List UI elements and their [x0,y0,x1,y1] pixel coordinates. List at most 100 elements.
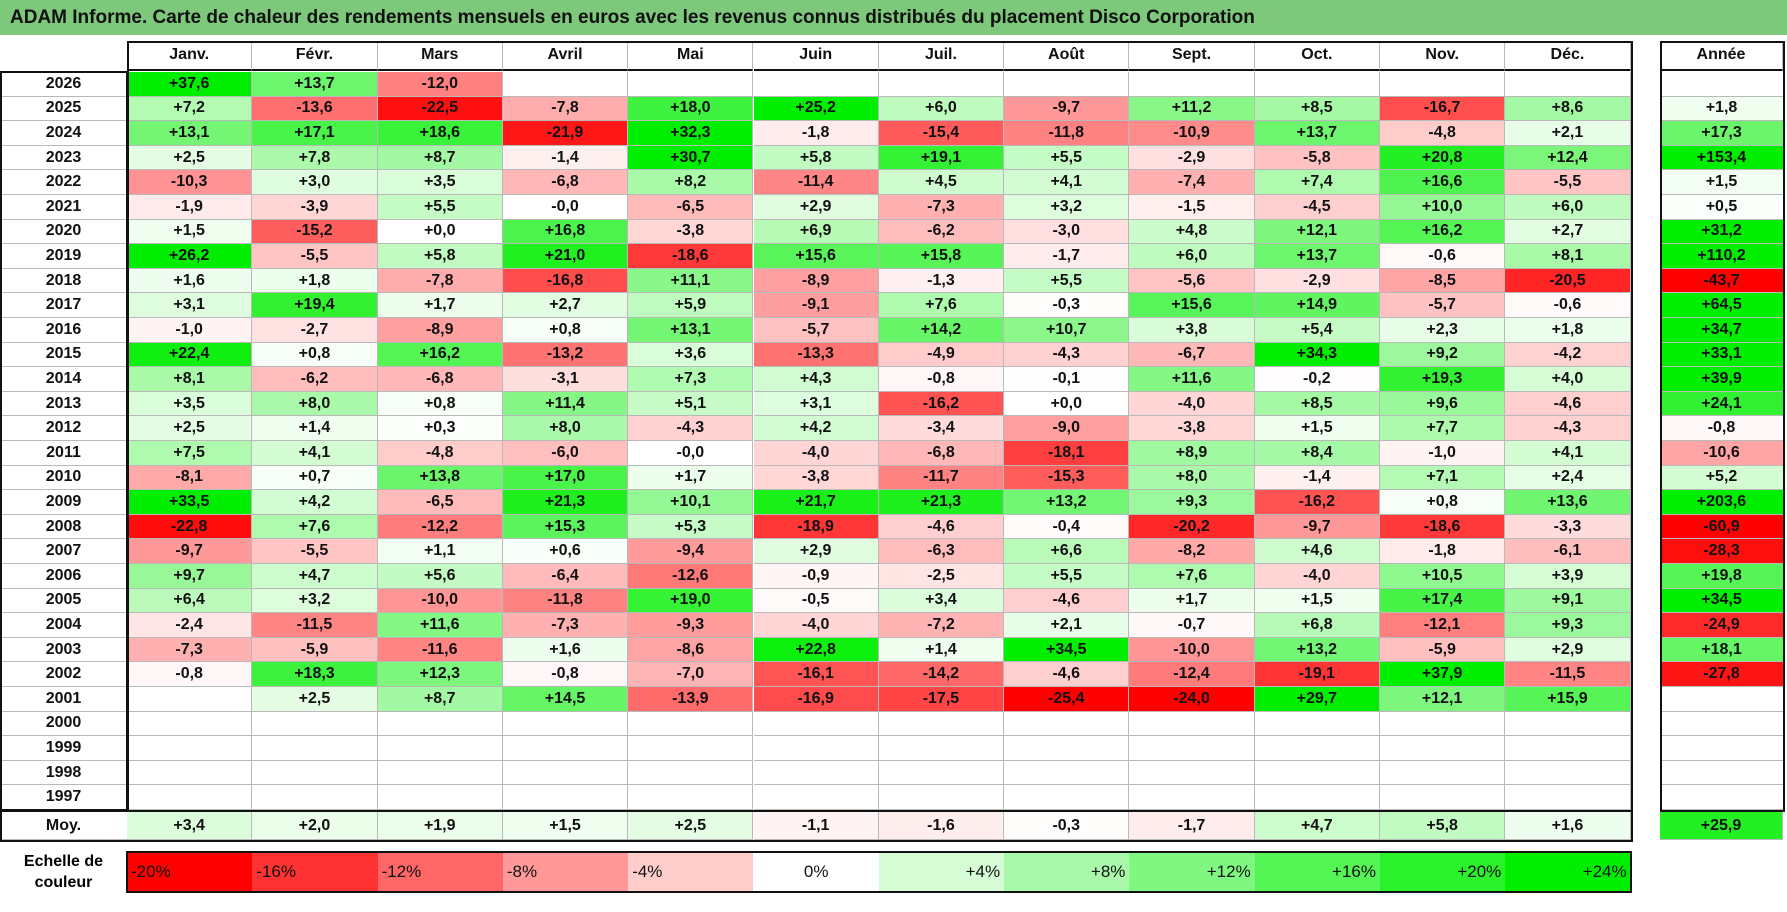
heatmap-cell: -6,2 [252,367,378,392]
heatmap-cell: +9,6 [1380,391,1506,417]
heatmap-cell: -0,7 [1129,613,1255,638]
heatmap-cell: -2,4 [127,613,253,638]
heatmap-cell: +16,6 [1380,170,1506,195]
heatmap-cell: -24,0 [1129,687,1255,712]
color-scale-swatch: +16% [1254,852,1380,892]
heatmap-cell: -0,5 [753,588,879,614]
heatmap-cell: +17,1 [252,121,378,146]
heatmap-cell: +6,0 [878,96,1005,122]
month-header: Oct. [1254,41,1380,71]
annual-cell [1660,785,1783,810]
heatmap-cell: +19,1 [878,145,1005,171]
heatmap-cell: -22,5 [377,96,503,122]
heatmap-cell: +20,8 [1380,145,1506,171]
year-label: 2010 [0,465,127,491]
heatmap-cell: +2,5 [252,687,378,712]
heatmap-cell: -3,4 [878,416,1005,441]
annual-cell: +153,4 [1660,145,1783,171]
heatmap-cell: -7,2 [878,613,1005,638]
annual-cell [1660,72,1783,97]
heatmap-cell: -1,0 [127,318,253,343]
year-label: 2012 [0,416,127,441]
heatmap-cell: +10,0 [1380,195,1506,220]
year-label: 2009 [0,490,127,515]
heatmap-cell: -12,1 [1380,613,1506,638]
heatmap-cell: +13,8 [377,465,503,491]
heatmap-cell: +14,9 [1254,293,1380,318]
heatmap-cell [502,760,629,786]
annual-cell: +64,5 [1660,293,1783,318]
heatmap-cell [878,785,1005,810]
heatmap-cell: +15,9 [1505,687,1631,712]
heatmap-cell: +7,6 [252,514,378,540]
heatmap-cell [1505,760,1631,786]
year-label: 2017 [0,293,127,318]
heatmap-cell: +14,5 [502,687,629,712]
color-scale-label-line1: Echelle de [23,853,104,870]
heatmap-cell [628,711,754,737]
heatmap-cell: -9,7 [127,539,253,564]
heatmap-cell: +4,1 [252,441,378,466]
color-scale-swatch: +12% [1129,852,1255,892]
heatmap-cell [1380,785,1506,810]
heatmap-cell: +11,1 [628,268,754,294]
heatmap-cell: -4,3 [628,416,754,441]
heatmap-cell: +3,9 [1505,564,1631,589]
heatmap-cell: +5,6 [377,564,503,589]
color-scale-label: Echelle de couleur [0,851,127,893]
heatmap-cell: -1,4 [1254,465,1380,491]
heatmap-cell: -16,9 [753,687,879,712]
heatmap-cell: +30,7 [628,145,754,171]
heatmap-cell: -6,8 [502,170,629,195]
heatmap-cell: -1,0 [1380,441,1506,466]
heatmap-cell: +6,0 [1129,244,1255,269]
heatmap-cell: -18,1 [1004,441,1130,466]
heatmap-cell: +13,2 [1004,490,1130,515]
year-label: 2024 [0,121,127,146]
heatmap-cell: +8,1 [1505,244,1631,269]
heatmap-cell: +5,3 [628,514,754,540]
heatmap-cell: +6,9 [753,219,879,245]
heatmap-cell: -18,6 [1380,514,1506,540]
heatmap-cell: -9,7 [1254,514,1380,540]
year-label: 2015 [0,342,127,368]
heatmap-cell: +2,1 [1505,121,1631,146]
heatmap-cell: -19,1 [1254,662,1380,687]
heatmap-cell: +2,7 [1505,219,1631,245]
heatmap-cell: -13,6 [252,96,378,122]
heatmap-cell: +15,6 [1129,293,1255,318]
heatmap-cell: -9,7 [1004,96,1130,122]
color-scale-swatch: -8% [502,852,629,892]
annual-cell: +24,1 [1660,391,1783,417]
heatmap-cell: +0,8 [502,318,629,343]
heatmap-cell: +8,6 [1505,96,1631,122]
heatmap-cell: -13,2 [502,342,629,368]
heatmap-cell: +7,8 [252,145,378,171]
heatmap-cell: +9,1 [1505,588,1631,614]
heatmap-cell [377,785,503,810]
heatmap-cell: +7,4 [1254,170,1380,195]
year-label: 2013 [0,391,127,417]
heatmap-cell [127,760,253,786]
heatmap-cell: +15,6 [753,244,879,269]
color-scale-swatch: -16% [252,852,378,892]
month-header: Déc. [1505,41,1631,71]
heatmap-cell: -12,0 [377,72,503,97]
heatmap-cell [878,72,1005,97]
month-header: Juin [753,41,879,71]
heatmap-cell [127,711,253,737]
heatmap-cell [252,711,378,737]
heatmap-cell: -5,6 [1129,268,1255,294]
heatmap-cell [377,711,503,737]
heatmap-cell: +8,0 [502,416,629,441]
heatmap-cell: -15,3 [1004,465,1130,491]
heatmap-cell [1505,736,1631,761]
heatmap-cell: -1,4 [502,145,629,171]
heatmap-cell: -0,0 [502,195,629,220]
average-cell: +3,4 [127,812,253,840]
heatmap-cell: -9,4 [628,539,754,564]
color-scale-swatch: +4% [878,852,1005,892]
year-label: 2005 [0,588,127,614]
heatmap-cell: -0,3 [1004,293,1130,318]
heatmap-cell: +1,8 [1505,318,1631,343]
